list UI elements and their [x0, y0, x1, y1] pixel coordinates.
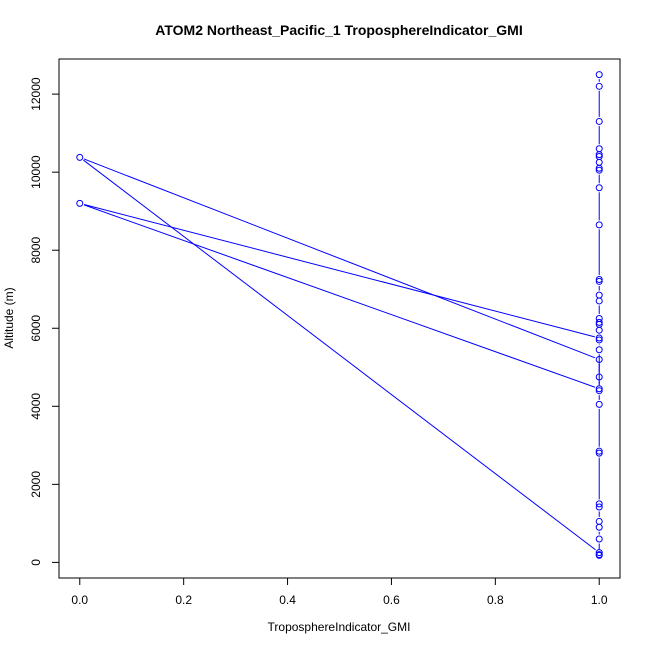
y-tick-label: 10000	[29, 155, 43, 189]
series-line-segment	[83, 204, 596, 388]
x-axis-label: TroposphereIndicator_GMI	[268, 620, 411, 634]
data-point	[595, 315, 603, 322]
data-layer	[76, 71, 603, 559]
data-point	[595, 318, 603, 326]
data-point	[76, 199, 84, 207]
data-point	[595, 158, 603, 166]
x-tick-label: 1.0	[591, 593, 608, 607]
x-tick-label: 0.4	[279, 593, 296, 607]
data-point	[595, 117, 603, 125]
series-line-segment	[84, 204, 595, 338]
data-point	[595, 166, 603, 174]
data-point	[595, 71, 603, 79]
x-tick-label: 0.8	[487, 593, 504, 607]
data-point	[595, 517, 603, 525]
data-point	[595, 503, 603, 511]
data-point	[595, 373, 603, 381]
data-point	[595, 449, 603, 457]
data-point	[595, 500, 603, 508]
data-point	[595, 184, 603, 192]
data-point	[595, 336, 603, 344]
data-point	[595, 221, 603, 229]
data-point	[595, 275, 603, 283]
y-tick-label: 6000	[29, 315, 43, 342]
chart-title: ATOM2 Northeast_Pacific_1 TroposphereInd…	[155, 22, 522, 38]
data-point	[595, 387, 603, 395]
plot-frame	[58, 58, 621, 579]
y-axis: 0 2000 4000 6000 8000 10000 12000	[29, 77, 60, 566]
data-point	[595, 326, 603, 334]
series-line-segment	[83, 158, 596, 359]
x-tick-label: 0.2	[175, 593, 192, 607]
data-point	[595, 535, 603, 543]
data-point	[595, 145, 603, 153]
data-point	[595, 297, 603, 305]
data-point	[595, 153, 603, 161]
data-point	[595, 277, 603, 285]
data-point	[595, 400, 603, 408]
data-point	[595, 385, 603, 393]
y-tick-label: 2000	[29, 471, 43, 498]
data-point	[595, 334, 603, 342]
series-line-segment	[83, 159, 596, 551]
y-tick-label: 4000	[29, 393, 43, 420]
data-point	[595, 291, 603, 299]
data-point	[595, 523, 603, 531]
data-point	[595, 82, 603, 90]
data-point	[595, 346, 603, 354]
y-tick-label: 12000	[29, 77, 43, 111]
data-point	[595, 549, 603, 557]
data-point	[595, 551, 603, 559]
data-point	[595, 447, 603, 455]
x-axis: 0.0 0.2 0.4 0.6 0.8 1.0	[71, 577, 608, 607]
y-axis-label: Altitude (m)	[2, 287, 16, 348]
x-tick-label: 0.0	[71, 593, 88, 607]
data-point	[595, 355, 603, 363]
x-tick-label: 0.6	[383, 593, 400, 607]
y-tick-label: 0	[29, 559, 43, 566]
y-tick-label: 8000	[29, 237, 43, 264]
data-point	[76, 153, 84, 161]
